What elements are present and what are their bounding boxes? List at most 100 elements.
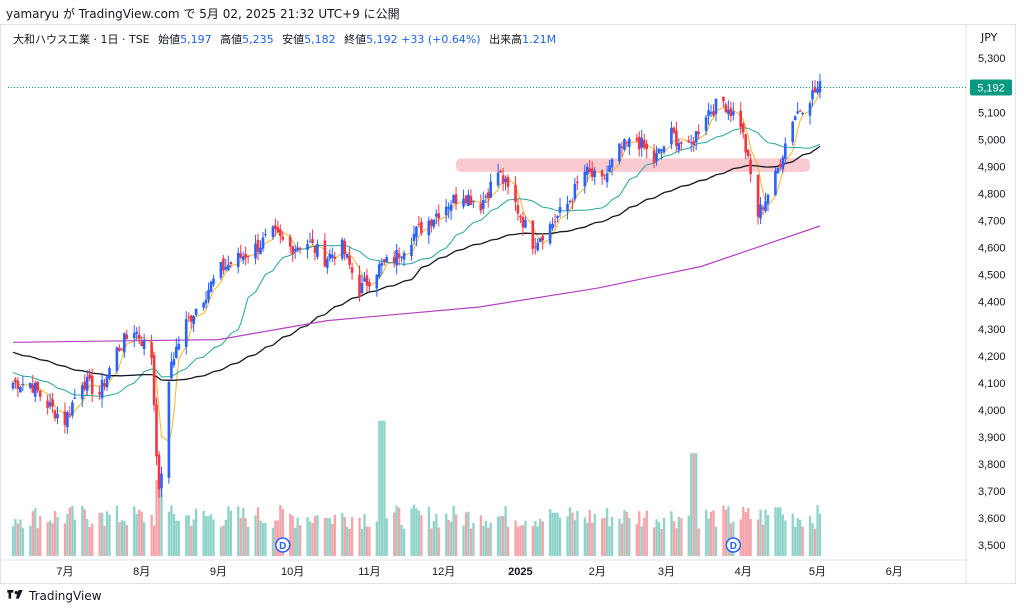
candle-body xyxy=(88,374,91,379)
candle-body xyxy=(340,239,344,259)
volume-bar xyxy=(11,526,15,556)
volume-bar xyxy=(103,525,106,556)
volume-bar xyxy=(499,516,502,556)
candle-body xyxy=(709,112,713,114)
volume-bar xyxy=(16,523,20,556)
volume-bar xyxy=(677,516,680,556)
volume-bar xyxy=(571,512,574,556)
y-tick-label: 3,900 xyxy=(978,432,1006,444)
candle-body xyxy=(452,195,455,204)
volume-bar xyxy=(219,526,223,556)
volume-bar xyxy=(430,528,433,556)
candle-body xyxy=(415,226,418,238)
candle-body xyxy=(83,381,86,390)
candle-body xyxy=(744,134,747,153)
volume-bar xyxy=(123,521,126,556)
candle-body xyxy=(412,233,416,241)
high-label: 高値 xyxy=(220,33,243,46)
candle-body xyxy=(486,192,490,199)
y-tick-label: 4,500 xyxy=(978,270,1006,282)
volume-bar xyxy=(118,522,121,556)
candle-body xyxy=(187,316,190,318)
candle-body xyxy=(813,86,817,93)
volume-bar xyxy=(153,525,156,556)
volume-bar xyxy=(707,518,710,556)
volume-bar xyxy=(593,514,596,556)
candle-body xyxy=(798,110,802,112)
volume-bar xyxy=(539,518,542,556)
volume-bar xyxy=(747,507,750,556)
volume-bar xyxy=(455,514,458,556)
y-tick-label: 4,600 xyxy=(978,243,1006,255)
volume-bar xyxy=(519,525,522,556)
high-value: 5,235 xyxy=(242,33,274,46)
candle-body xyxy=(328,253,332,259)
volume-bar xyxy=(351,517,354,556)
candle-body xyxy=(637,136,641,150)
volume-bar xyxy=(36,528,39,556)
candle-body xyxy=(229,262,233,264)
candle-body xyxy=(36,382,39,391)
candle-body xyxy=(444,206,448,216)
candle-body xyxy=(14,379,17,382)
volume-bar xyxy=(781,514,784,556)
candle-body xyxy=(635,138,639,141)
ma-200-line xyxy=(12,225,821,343)
volume-bar xyxy=(313,516,317,556)
volume-bar xyxy=(514,520,517,556)
volume-bar xyxy=(447,519,450,556)
volume-bar xyxy=(398,507,401,556)
x-tick-label: 2025 xyxy=(508,566,532,578)
volume-bar xyxy=(385,518,388,556)
candle-body xyxy=(449,204,453,211)
volume-bar xyxy=(534,521,537,556)
candle-body xyxy=(402,252,406,260)
tradingview-brand[interactable]: TradingView xyxy=(6,589,102,603)
volume-bar xyxy=(264,523,267,556)
candle-body xyxy=(29,382,32,388)
volume-bar xyxy=(420,515,423,556)
volume-bar xyxy=(237,506,240,556)
volume-bar xyxy=(259,520,262,556)
volume-bar xyxy=(299,525,302,556)
volume-bar xyxy=(157,480,161,556)
candle-body xyxy=(779,163,782,167)
volume-bar xyxy=(709,511,713,556)
y-tick-label: 3,800 xyxy=(978,459,1006,471)
candle-body xyxy=(605,173,609,183)
candle-body xyxy=(105,376,109,388)
volume-bar xyxy=(167,511,171,556)
candle-body xyxy=(811,90,814,100)
candle-body xyxy=(73,397,77,399)
candle-body xyxy=(202,302,205,308)
volume-bar xyxy=(66,513,69,556)
volume-bar xyxy=(566,516,569,556)
volume-bar xyxy=(31,511,34,556)
volume-bar xyxy=(160,480,163,556)
volume-bar xyxy=(635,524,638,556)
candle-body xyxy=(46,400,49,408)
candle-body xyxy=(261,237,265,249)
volume-bar xyxy=(209,514,213,556)
ma-mid-line xyxy=(12,127,821,397)
volume-bar xyxy=(516,527,520,556)
candle-body xyxy=(447,207,450,209)
volume-bar xyxy=(46,522,49,556)
volume-bar xyxy=(643,517,646,556)
candle-body xyxy=(103,383,106,387)
volume-bar xyxy=(610,516,614,556)
volume-bar xyxy=(346,526,349,556)
candle-body xyxy=(603,178,606,180)
candle-body xyxy=(298,248,302,250)
candle-body xyxy=(279,229,282,236)
volume-bar xyxy=(640,526,643,556)
candle-body xyxy=(323,240,327,267)
volume-bar xyxy=(794,526,797,556)
volume-bar xyxy=(714,526,718,556)
volume-bar xyxy=(101,512,104,556)
candle-body xyxy=(241,256,245,261)
candle-body xyxy=(571,200,574,202)
candle-body xyxy=(714,98,718,114)
candle-body xyxy=(759,204,762,219)
